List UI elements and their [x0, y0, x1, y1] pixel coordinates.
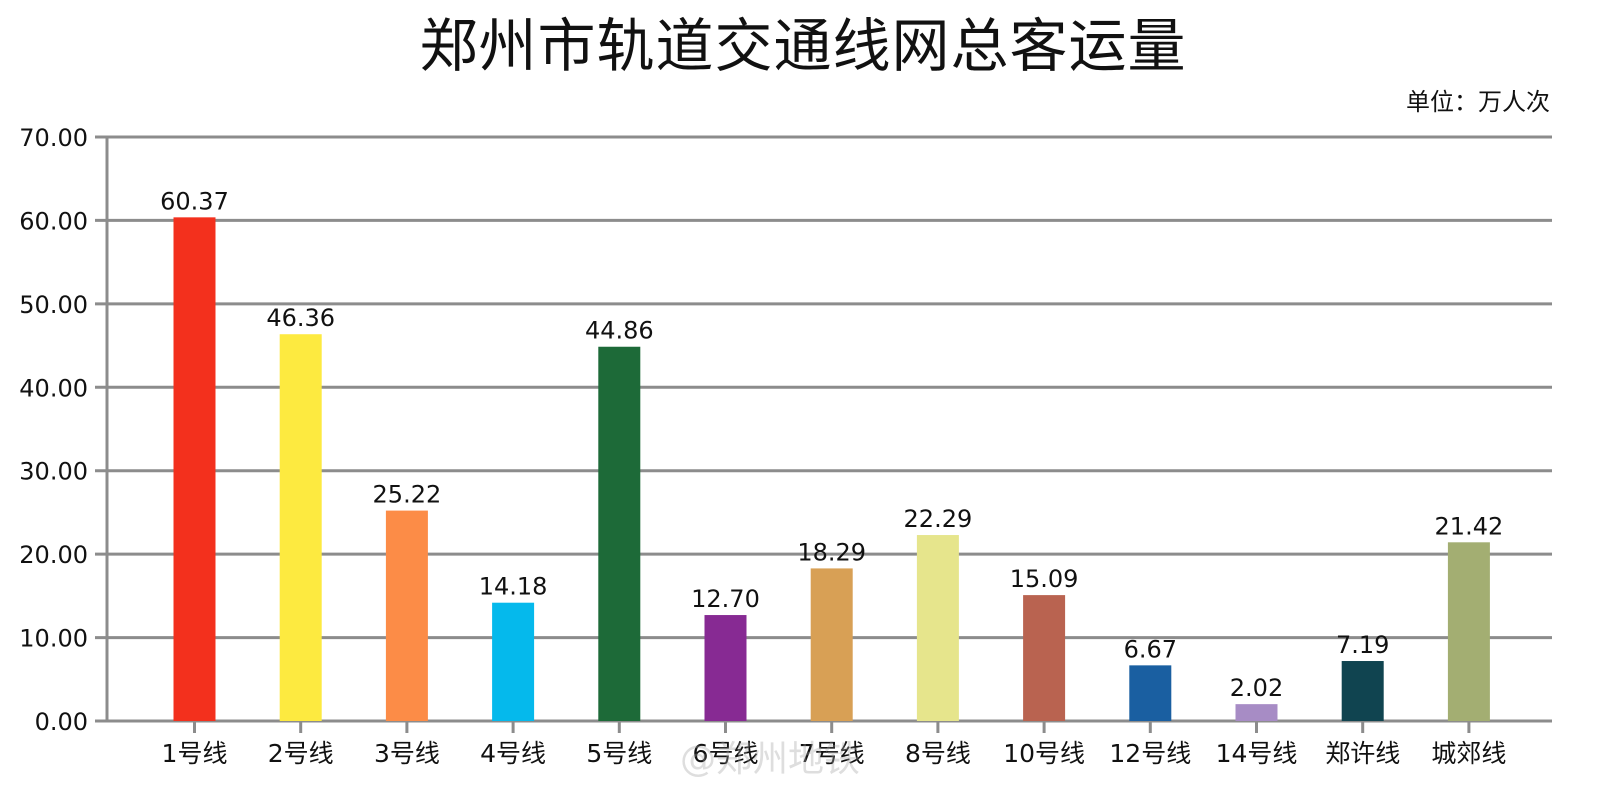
- y-tick-label: 60.00: [19, 207, 88, 235]
- y-tick-label: 40.00: [19, 374, 88, 402]
- value-label: 22.29: [904, 505, 973, 533]
- unit-label: 单位：万人次: [1406, 88, 1550, 116]
- x-tick-label: 郑许线: [1325, 739, 1400, 768]
- y-tick-label: 0.00: [35, 708, 88, 736]
- value-label: 12.70: [691, 585, 760, 613]
- x-tick-label: 4号线: [480, 739, 546, 768]
- x-tick-label: 1号线: [162, 739, 228, 768]
- x-tick-label: 6号线: [693, 739, 759, 768]
- y-tick-label: 30.00: [19, 458, 88, 486]
- x-tick-label: 2号线: [268, 739, 334, 768]
- bar: [704, 615, 747, 721]
- x-tick-label: 10号线: [1003, 739, 1085, 768]
- bar: [385, 510, 428, 721]
- value-label: 18.29: [797, 538, 866, 566]
- bar: [1447, 542, 1490, 721]
- x-tick-label: 14号线: [1216, 739, 1298, 768]
- x-tick-label: 12号线: [1109, 739, 1191, 768]
- bar: [1341, 661, 1384, 721]
- x-tick-label: 7号线: [799, 739, 865, 768]
- axes: 0.00 10.00 20.00 30.00 40.00 50.00 60.00 70.00 1…: [19, 124, 1506, 768]
- x-tick-label: 城郊线: [1431, 739, 1506, 768]
- bars: 60.37 46.36 25.22 14.18 44.86 12.70 18.29 22.29…: [160, 187, 1503, 721]
- value-label: 44.86: [585, 317, 654, 345]
- value-label: 21.42: [1435, 512, 1504, 540]
- bar: [916, 535, 959, 721]
- x-tick-label: 5号线: [586, 739, 652, 768]
- bar: [279, 334, 322, 721]
- x-tick-label: 3号线: [374, 739, 440, 768]
- y-tick-label: 10.00: [19, 625, 88, 653]
- bar: [1235, 704, 1278, 721]
- value-label: 46.36: [266, 304, 335, 332]
- bar: [598, 346, 641, 721]
- gridlines: [95, 135, 1552, 723]
- bar: [492, 602, 535, 721]
- y-tick-label: 50.00: [19, 291, 88, 319]
- value-label: 6.67: [1124, 635, 1177, 663]
- value-label: 7.19: [1336, 631, 1389, 659]
- y-tick-label: 70.00: [19, 124, 88, 152]
- value-label: 25.22: [373, 481, 442, 509]
- bar: [810, 568, 853, 721]
- value-label: 60.37: [160, 187, 229, 215]
- y-tick-label: 20.00: [19, 541, 88, 569]
- bar: [1129, 665, 1172, 721]
- bar: [1023, 595, 1066, 721]
- chart-title: 郑州市轨道交通线网总客运量: [419, 12, 1187, 80]
- x-tick-label: 8号线: [905, 739, 971, 768]
- value-label: 15.09: [1010, 565, 1079, 593]
- value-label: 14.18: [479, 573, 548, 601]
- value-label: 2.02: [1230, 674, 1283, 702]
- bar: [173, 217, 216, 721]
